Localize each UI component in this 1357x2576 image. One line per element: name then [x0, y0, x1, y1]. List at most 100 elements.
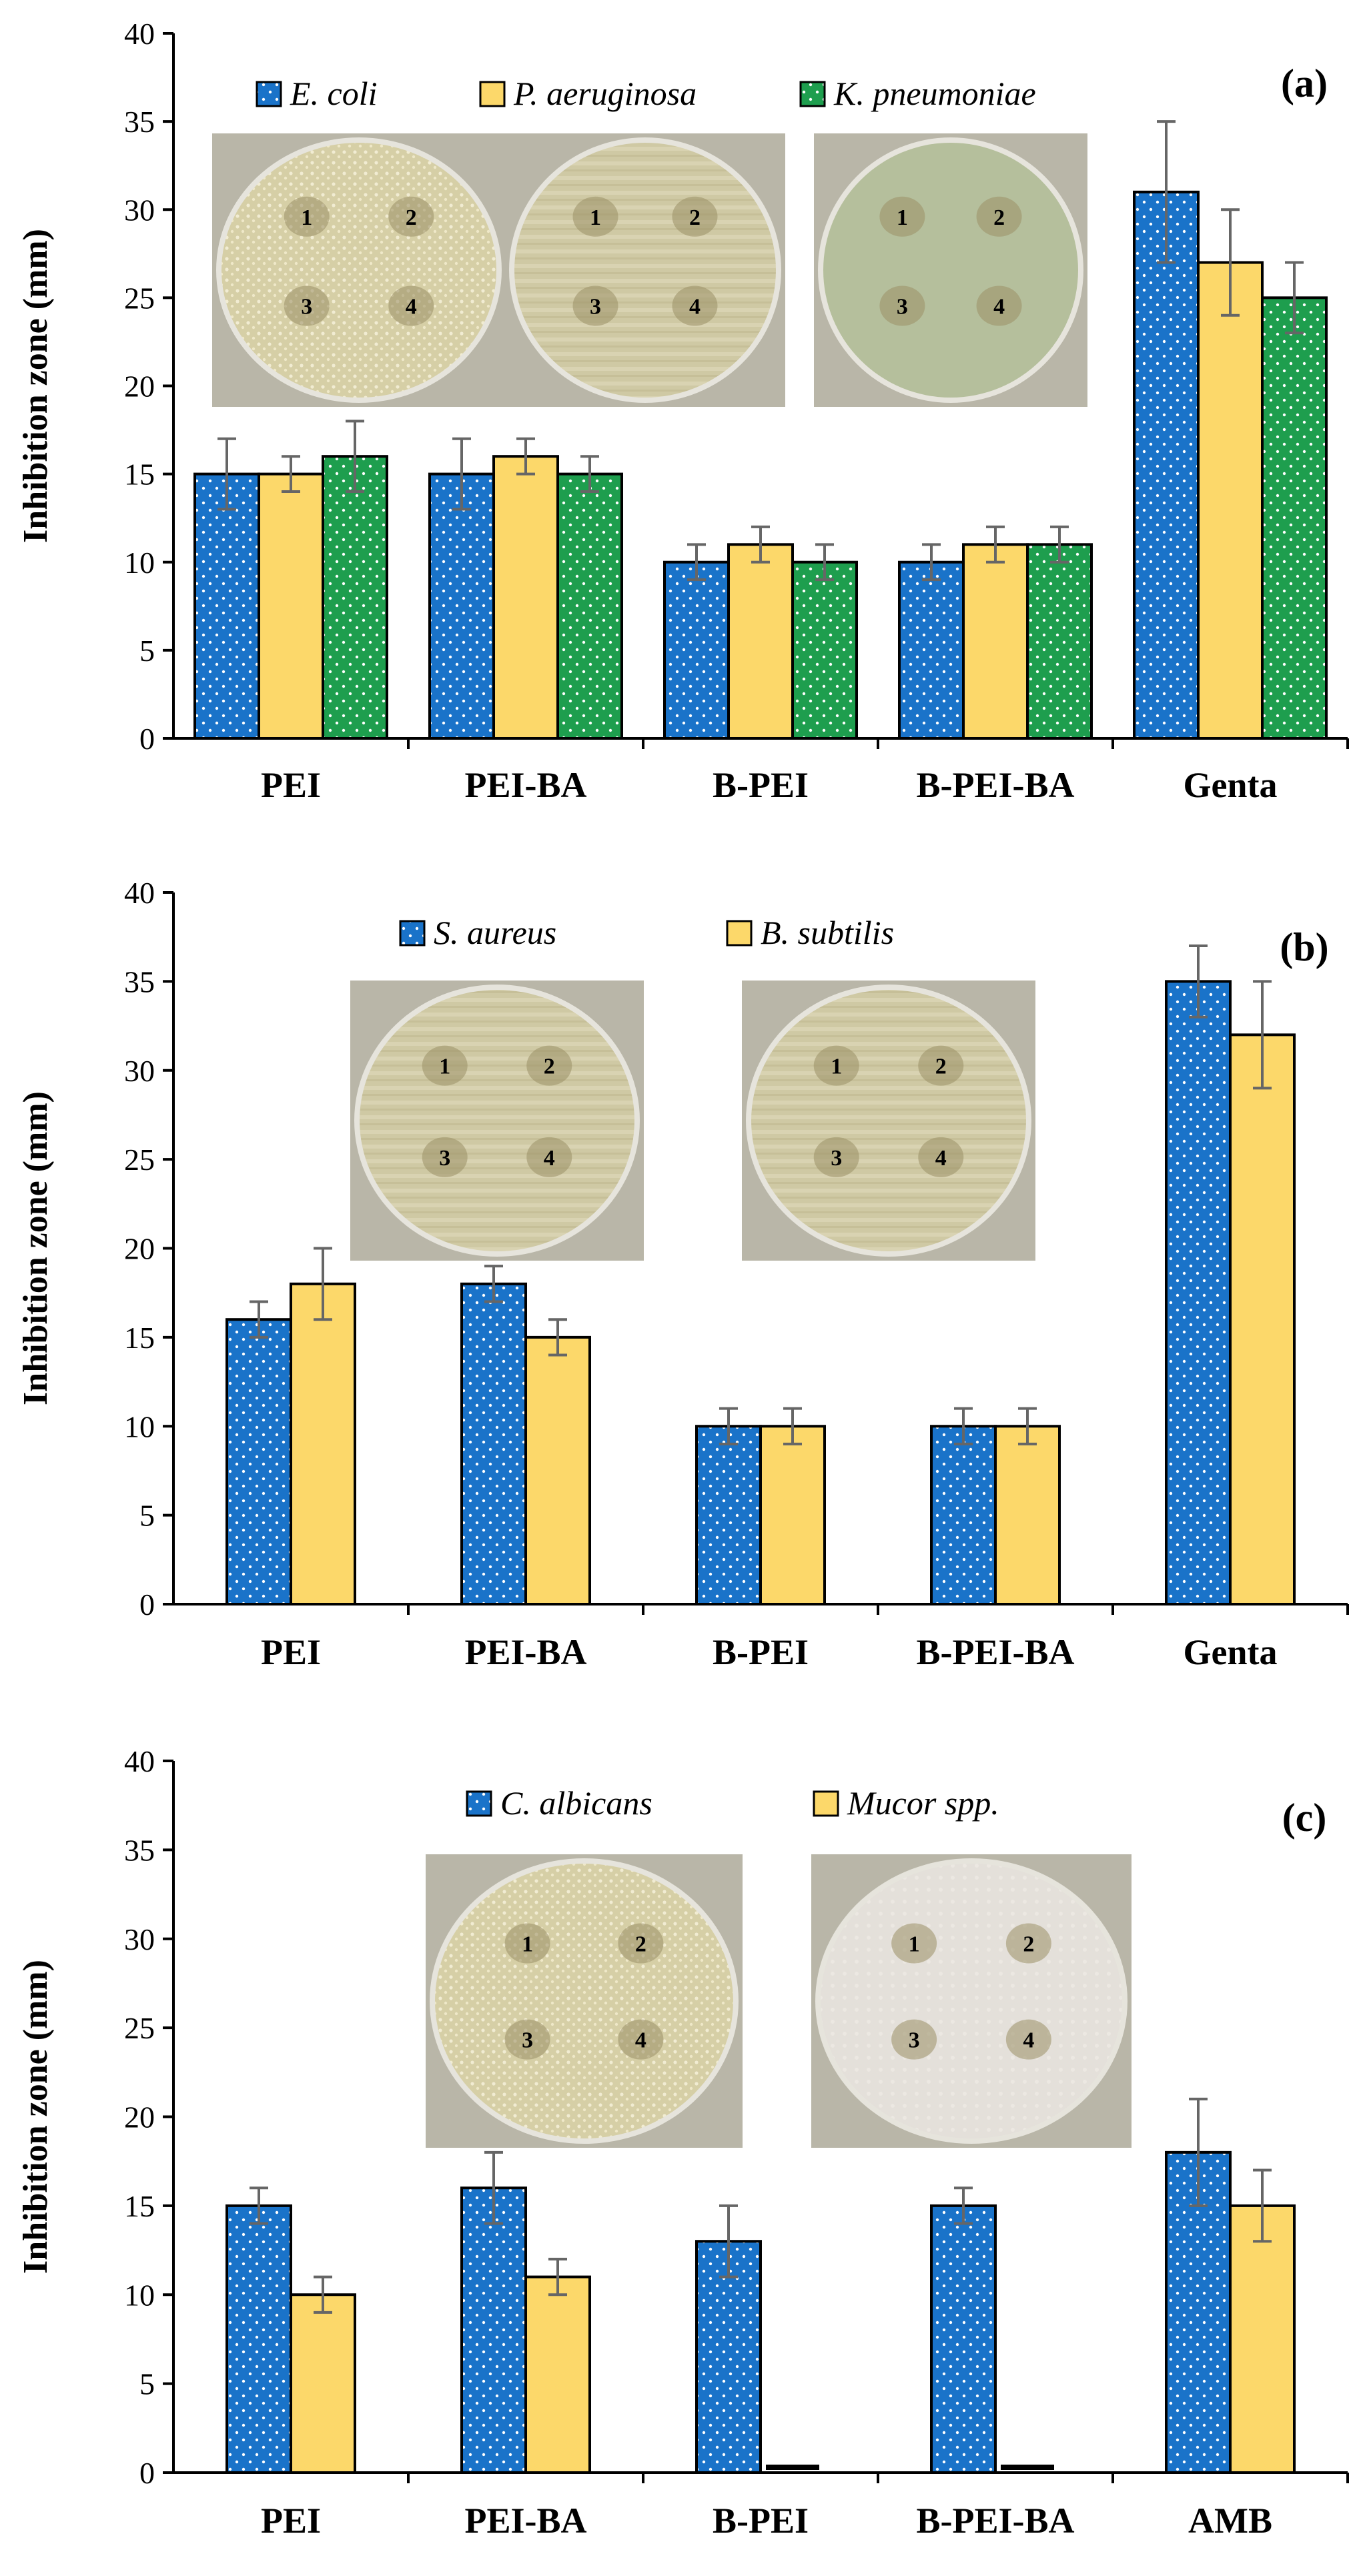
bar — [695, 1425, 762, 1605]
y-tick-label: 5 — [139, 1499, 155, 1533]
x-tick-label: Genta — [1184, 1632, 1278, 1672]
legend-label: K. pneumoniae — [833, 75, 1036, 112]
inhibition-zone — [918, 1045, 964, 1086]
legend-label: B. subtilis — [761, 914, 894, 951]
bar — [930, 2204, 997, 2474]
bar — [322, 455, 388, 740]
well-label: 4 — [635, 2028, 646, 2053]
bar-zero-marker — [1001, 2465, 1054, 2470]
y-axis-label: Inhibition zone (mm) — [17, 1960, 55, 2274]
well-label: 3 — [909, 2028, 920, 2053]
inhibition-zone — [672, 196, 718, 237]
y-tick-label: 40 — [124, 1744, 155, 1778]
agar-plate-image: 1 2 3 4 — [212, 133, 506, 407]
y-tick-label: 20 — [124, 1232, 155, 1266]
legend-label: Mucor spp. — [847, 1784, 999, 1822]
well-label: 3 — [590, 294, 601, 319]
x-tick-label: PEI-BA — [464, 1632, 586, 1672]
agar-surface — [514, 143, 776, 398]
x-tick-label: B-PEI-BA — [916, 765, 1074, 805]
y-tick-label: 35 — [124, 105, 155, 139]
bar — [898, 560, 965, 740]
well-label: 4 — [935, 1146, 947, 1171]
bar — [1026, 543, 1093, 740]
agar-surface — [360, 990, 634, 1251]
inhibition-zone — [976, 285, 1022, 326]
legend-label: P. aeruginosa — [513, 75, 697, 112]
panel-label: (b) — [1280, 925, 1328, 969]
well-label: 2 — [406, 205, 417, 230]
bar — [695, 2240, 762, 2475]
inhibition-zone — [813, 1045, 859, 1086]
bar — [727, 543, 794, 740]
bar — [1197, 261, 1264, 740]
y-tick-label: 15 — [124, 458, 155, 492]
inhibition-zone — [284, 196, 330, 237]
bar — [460, 1282, 527, 1605]
bar — [524, 2275, 591, 2474]
bar — [193, 472, 260, 740]
agar-plate-image: 1 2 3 4 — [742, 981, 1035, 1261]
legend-label: C. albicans — [500, 1784, 652, 1822]
inhibition-zone — [526, 1045, 572, 1086]
inhibition-zone — [504, 2019, 550, 2060]
well-label: 1 — [301, 205, 312, 230]
bar — [1229, 1033, 1296, 1605]
well-label: 3 — [897, 294, 908, 319]
bar — [556, 472, 623, 740]
agar-plate-image: 1 2 3 4 — [426, 1854, 743, 2148]
bar — [930, 1425, 997, 1605]
well-label: 1 — [590, 205, 601, 230]
y-tick-label: 40 — [124, 876, 155, 910]
well-label: 1 — [897, 205, 908, 230]
bar — [225, 2204, 292, 2474]
inhibition-zone — [879, 196, 925, 237]
bar — [290, 2293, 356, 2474]
agar-plate-image: 1 2 3 4 — [350, 981, 644, 1261]
bar — [791, 560, 858, 740]
bar — [1165, 980, 1232, 1605]
bar-zero-marker — [766, 2465, 819, 2470]
legend-swatch — [726, 920, 753, 946]
inhibition-zone — [572, 285, 618, 326]
inhibition-zone — [879, 285, 925, 326]
well-label: 3 — [522, 2028, 533, 2053]
y-tick-label: 0 — [139, 2456, 155, 2490]
agar-surface — [221, 143, 496, 398]
agar-surface — [435, 1864, 733, 2138]
inhibition-zone — [388, 196, 434, 237]
y-tick-label: 40 — [124, 17, 155, 51]
legend-swatch — [399, 920, 426, 946]
y-tick-label: 25 — [124, 1143, 155, 1177]
inhibition-zone — [976, 196, 1022, 237]
inhibition-zone — [284, 285, 330, 326]
x-tick-label: B-PEI — [713, 2501, 809, 2541]
y-tick-label: 25 — [124, 281, 155, 315]
panel-c: 0 5 10 15 20 25 30 35 40 Inhibition zone (mm) PEI P… — [17, 1744, 1349, 2541]
bar — [258, 472, 324, 740]
inhibition-zone — [813, 1137, 859, 1177]
bar — [1229, 2204, 1296, 2474]
y-tick-label: 0 — [139, 1587, 155, 1622]
inhibition-zone — [1005, 2019, 1051, 2060]
x-tick-label: PEI — [261, 765, 321, 805]
x-tick-label: B-PEI-BA — [916, 1632, 1074, 1672]
well-label: 4 — [544, 1146, 555, 1171]
y-tick-label: 25 — [124, 2011, 155, 2045]
well-label: 1 — [522, 1932, 533, 1956]
well-label: 2 — [1023, 1932, 1034, 1956]
x-tick-label: Genta — [1184, 765, 1278, 805]
legend-swatch — [466, 1790, 492, 1817]
inhibition-zone — [1005, 1923, 1051, 1964]
y-tick-label: 15 — [124, 1321, 155, 1355]
y-tick-label: 10 — [124, 546, 155, 580]
bar — [962, 543, 1029, 740]
well-label: 2 — [544, 1055, 555, 1079]
well-label: 4 — [993, 294, 1005, 319]
bar — [524, 1335, 591, 1605]
inhibition-zone — [504, 1923, 550, 1964]
well-label: 2 — [993, 205, 1005, 230]
panel-label: (a) — [1281, 61, 1328, 105]
x-tick-label: PEI — [261, 2501, 321, 2541]
